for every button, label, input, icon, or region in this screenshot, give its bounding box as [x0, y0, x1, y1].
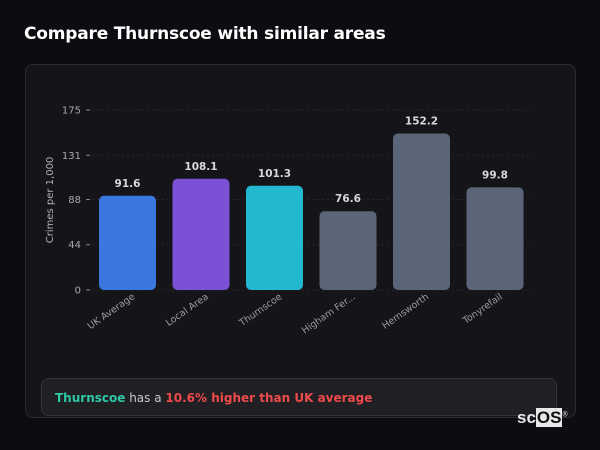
y-tick-label: 175: [62, 106, 81, 117]
summary-connector: has a: [129, 391, 162, 405]
bar-1[interactable]: [172, 178, 230, 290]
x-tick-label: Local Area: [164, 291, 211, 328]
bar-3[interactable]: [319, 211, 377, 290]
bar-value-label: 152.2: [405, 115, 438, 127]
bar-value-label: 108.1: [184, 161, 217, 173]
x-tick-label: UK Average: [86, 291, 138, 332]
y-tick-label: 44: [68, 240, 81, 251]
bar-4[interactable]: [393, 133, 450, 290]
y-tick-label: 88: [68, 195, 81, 206]
bar-value-label: 91.6: [115, 178, 141, 190]
summary-stat: 10.6% higher than UK average: [165, 391, 373, 405]
x-tick-label: Hemsworth: [380, 291, 431, 331]
y-tick-label: 0: [75, 286, 81, 297]
x-tick-label: Thurnscoe: [237, 291, 285, 329]
scos-logo: scOS®: [517, 408, 568, 427]
bar-0[interactable]: [99, 195, 156, 290]
y-axis-label: Crimes per 1,000: [45, 157, 56, 244]
y-tick-label: 131: [62, 151, 81, 162]
bar-5[interactable]: [466, 187, 524, 290]
summary-area-name: Thurnscoe: [55, 391, 126, 405]
bar-value-label: 99.8: [482, 169, 508, 181]
bar-value-label: 101.3: [258, 168, 291, 180]
x-tick-label: Higham Fer...: [300, 291, 358, 336]
x-tick-label: Tonyrefail: [460, 291, 505, 327]
bar-2[interactable]: [246, 185, 303, 290]
comparison-summary: Thurnscoe has a 10.6% higher than UK ave…: [41, 378, 557, 416]
page-title: Compare Thurnscoe with similar areas: [24, 24, 386, 44]
bar-value-label: 76.6: [335, 193, 361, 205]
